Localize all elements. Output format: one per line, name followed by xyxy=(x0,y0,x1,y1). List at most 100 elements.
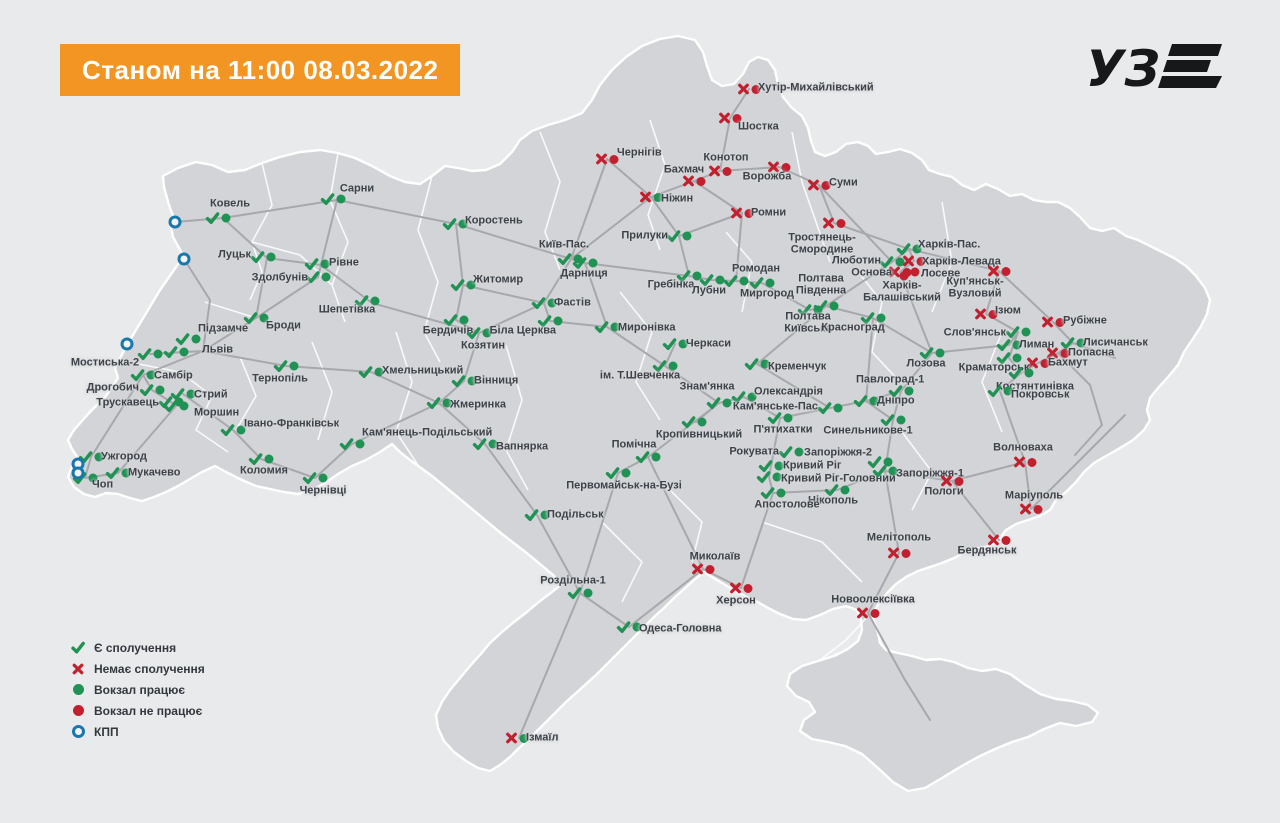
station-marker xyxy=(130,369,156,382)
station-label: Луцьк xyxy=(218,248,251,261)
station-open-dot xyxy=(876,313,886,323)
station-label: Тростянець- Смородине xyxy=(788,231,856,255)
station-label: Чернівці xyxy=(299,484,347,497)
station-marker xyxy=(557,253,583,266)
station-label: Рівне xyxy=(329,256,359,269)
station-open-dot xyxy=(321,272,331,282)
check-icon xyxy=(666,230,681,242)
station-marker xyxy=(442,218,468,231)
station-marker xyxy=(426,397,452,410)
check-icon xyxy=(867,456,882,468)
x-icon xyxy=(768,161,779,173)
check-icon xyxy=(996,339,1011,351)
station-marker xyxy=(506,732,529,744)
station-marker xyxy=(466,327,492,340)
station-label: Житомир xyxy=(473,273,524,286)
station-label: Первомайськ-на-Бузі xyxy=(566,479,682,492)
station-open-dot xyxy=(482,328,492,338)
station-closed-dot xyxy=(1001,266,1011,276)
station-label: Лисичанськ xyxy=(1083,336,1148,349)
station-marker xyxy=(910,267,920,277)
station-marker xyxy=(880,414,906,427)
station-marker xyxy=(808,179,831,191)
station-label: Бахмач xyxy=(663,163,705,176)
station-label: Ужгород xyxy=(101,450,147,463)
check-icon xyxy=(860,312,875,324)
station-open-dot xyxy=(336,194,346,204)
check-icon xyxy=(450,279,465,291)
check-icon xyxy=(205,212,220,224)
station-marker xyxy=(676,270,702,283)
station-marker xyxy=(756,471,782,484)
station-open-dot xyxy=(632,622,642,632)
station-label: Попасна xyxy=(1068,346,1115,359)
station-open-dot xyxy=(488,439,498,449)
station-label: Подільськ xyxy=(547,508,604,521)
station-closed-dot xyxy=(722,166,732,176)
station-label: ім. Т.Шевченка xyxy=(599,369,681,382)
station-label: Ізмаїл xyxy=(526,731,559,744)
station-marker xyxy=(987,385,1013,398)
station-open-dot xyxy=(236,425,246,435)
station-open-dot xyxy=(318,473,328,483)
check-icon xyxy=(756,471,771,483)
check-icon xyxy=(616,621,631,633)
station-marker xyxy=(320,193,346,206)
station-open-dot xyxy=(155,385,165,395)
station-label: Ніжин xyxy=(661,192,694,205)
legend-label: Немає сполучення xyxy=(94,661,205,676)
station-label: Миколаїв xyxy=(689,550,741,563)
station-label: Козятин xyxy=(461,339,505,352)
station-label: Ковель xyxy=(210,197,250,210)
station-closed-dot xyxy=(899,271,909,281)
station-marker xyxy=(879,256,905,269)
check-icon xyxy=(339,438,354,450)
check-icon xyxy=(567,587,582,599)
station-label: Нікополь xyxy=(808,494,858,507)
station-label: Харків-Пас. xyxy=(918,238,981,251)
station-label: Кост­янтинівка xyxy=(995,380,1075,393)
station-open-dot xyxy=(1021,327,1031,337)
legend-open-dot xyxy=(72,684,84,695)
check-icon xyxy=(731,391,746,403)
station-open-dot xyxy=(651,452,661,462)
station-closed-dot xyxy=(836,218,846,228)
station-marker xyxy=(652,360,678,373)
station-open-dot xyxy=(678,339,688,349)
station-label: Слов'янськ xyxy=(943,326,1006,339)
station-open-dot xyxy=(774,461,784,471)
station-label: Миргород xyxy=(739,287,795,300)
station-marker xyxy=(205,212,231,225)
station-marker xyxy=(719,112,742,124)
legend-label: КПП xyxy=(94,724,119,739)
station-marker xyxy=(358,366,384,379)
station-marker xyxy=(596,153,619,165)
station-marker xyxy=(1042,316,1065,328)
station-open-dot xyxy=(888,466,898,476)
x-icon xyxy=(808,179,819,191)
station-label: Здолбунів xyxy=(251,271,308,284)
legend-kpp-icon xyxy=(71,725,85,738)
station-open-dot xyxy=(146,370,156,380)
station-label: Суми xyxy=(829,176,858,189)
station-label: Лосеве xyxy=(921,267,961,280)
check-icon xyxy=(749,277,764,289)
station-marker xyxy=(730,582,753,594)
station-open-dot xyxy=(1024,368,1034,378)
check-icon xyxy=(163,400,178,412)
station-marker xyxy=(305,271,331,284)
check-icon xyxy=(426,397,441,409)
check-icon xyxy=(451,375,466,387)
station-label: Красноград xyxy=(821,321,885,334)
station-label: Фастів xyxy=(554,296,591,309)
station-label: Бердичів xyxy=(422,324,474,337)
station-open-dot xyxy=(722,398,732,408)
station-marker xyxy=(813,300,839,313)
station-marker xyxy=(731,391,757,404)
station-label: Броди xyxy=(266,319,301,332)
check-icon xyxy=(304,258,319,270)
station-marker xyxy=(666,230,692,243)
x-icon xyxy=(640,191,651,203)
station-open-dot xyxy=(259,313,269,323)
station-label: Івано-Франківськ xyxy=(244,417,340,430)
